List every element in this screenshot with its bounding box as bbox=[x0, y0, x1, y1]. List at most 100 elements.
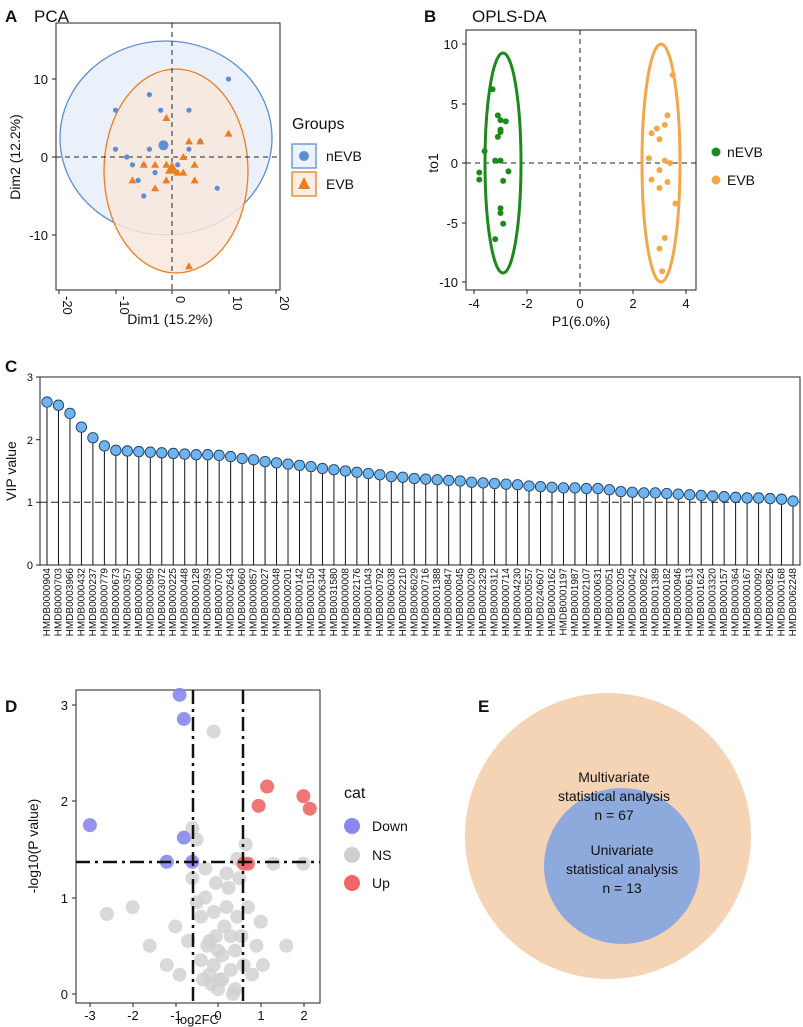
vip-point bbox=[672, 488, 684, 500]
volcano-point-ns bbox=[230, 909, 245, 924]
vip-xtick-label: HMDB0000167 bbox=[742, 568, 753, 637]
volcano-point-down bbox=[172, 687, 187, 702]
venn-inner-label-line2: statistical analysis bbox=[566, 861, 678, 877]
vip-point bbox=[764, 492, 776, 505]
vip-ytick: 0 bbox=[27, 560, 33, 572]
volcano-ytick: 3 bbox=[61, 698, 68, 713]
pca-legend-label-evb: EVB bbox=[326, 176, 354, 192]
oplsda-title: OPLS-DA bbox=[472, 7, 547, 26]
vip-point bbox=[374, 469, 386, 481]
vip-xtick-label: HMDB0000150 bbox=[306, 568, 317, 637]
vip-point bbox=[167, 447, 179, 460]
oplsda-point-evb bbox=[656, 136, 663, 143]
oplsda-point-nevb bbox=[494, 133, 501, 140]
vip-point bbox=[64, 407, 76, 419]
vip-point bbox=[236, 452, 248, 465]
oplsda-point-evb bbox=[656, 245, 663, 252]
vip-point bbox=[454, 475, 466, 487]
vip-point bbox=[729, 491, 742, 503]
pca-point-nevb bbox=[112, 146, 119, 152]
volcano-legend-marker-down bbox=[344, 818, 360, 834]
vip-xtick-label: HMDB0000092 bbox=[754, 568, 765, 637]
pca-point-nevb bbox=[146, 92, 152, 98]
oplsda-point-nevb bbox=[492, 236, 499, 243]
panel-label-e: E bbox=[478, 697, 489, 716]
vip-ytick: 2 bbox=[27, 435, 33, 447]
volcano-point-ns bbox=[206, 958, 221, 973]
vip-point bbox=[144, 446, 156, 458]
volcano-xlabel: log2FC bbox=[177, 1012, 219, 1027]
vip-xtick-label: HMDB0000847 bbox=[444, 568, 455, 637]
vip-ytick: 1 bbox=[27, 497, 33, 509]
pca-legend-title: Groups bbox=[292, 116, 344, 133]
vip-point bbox=[270, 457, 283, 469]
vip-xtick-label: HMDB0000048 bbox=[272, 568, 283, 637]
vip-xtick-label: HMDB0000779 bbox=[99, 568, 110, 637]
pca-point-nevb bbox=[112, 107, 119, 113]
oplsda-point-evb bbox=[661, 121, 668, 128]
pca-point-evb bbox=[139, 160, 148, 168]
oplsda-point-nevb bbox=[497, 209, 504, 216]
vip-xtick-label: HMDB0000142 bbox=[294, 568, 305, 637]
panel-b-oplsda: B OPLS-DA 10 5 0 -5 -10 -4 -2 0 2 4 P1(6… bbox=[424, 7, 763, 329]
vip-point bbox=[397, 471, 409, 483]
vip-ylabel: VIP value bbox=[3, 441, 19, 501]
vip-xtick-label: HMDB0000792 bbox=[375, 568, 386, 637]
vip-point bbox=[431, 474, 443, 486]
vip-xtick-label: HMDB0000857 bbox=[249, 568, 260, 637]
volcano-point-ns bbox=[211, 943, 225, 958]
volcano-point-ns bbox=[206, 904, 221, 919]
vip-xtick-label: HMDB0000613 bbox=[685, 568, 696, 637]
vip-point bbox=[557, 482, 570, 494]
vip-point bbox=[316, 462, 329, 475]
oplsda-ytick: -10 bbox=[439, 275, 458, 290]
vip-xtick-label: HMDB0002176 bbox=[352, 568, 363, 637]
oplsda-point-nevb bbox=[497, 129, 504, 136]
volcano-point-ns bbox=[193, 909, 208, 924]
volcano-legend-label-ns: NS bbox=[372, 847, 391, 863]
vip-xtick-label: HMDB0000042 bbox=[627, 568, 638, 637]
volcano-legend-marker-ns bbox=[344, 847, 360, 863]
vip-point bbox=[98, 440, 111, 452]
vip-point bbox=[477, 477, 489, 489]
volcano-point-ns bbox=[172, 967, 187, 982]
vip-xtick-label: HMDB0000946 bbox=[673, 568, 684, 637]
vip-point bbox=[718, 491, 730, 503]
vip-point bbox=[259, 455, 271, 468]
oplsda-point-nevb bbox=[481, 148, 488, 155]
oplsda-xtick: 0 bbox=[576, 296, 583, 311]
vip-xtick-label: HMDB0000225 bbox=[168, 568, 179, 637]
volcano-point-up bbox=[251, 798, 266, 813]
vip-xtick-label: HMDB0001624 bbox=[696, 568, 707, 637]
oplsda-point-nevb bbox=[497, 117, 504, 124]
vip-point bbox=[41, 396, 53, 408]
oplsda-point-evb bbox=[664, 179, 671, 186]
vip-marks bbox=[41, 396, 799, 565]
pca-legend-label-nevb: nEVB bbox=[326, 148, 362, 164]
vip-point bbox=[443, 474, 455, 487]
pca-point-evb bbox=[162, 176, 171, 184]
oplsda-point-nevb bbox=[500, 177, 507, 184]
vip-point bbox=[787, 495, 799, 507]
vip-point bbox=[351, 466, 363, 478]
pca-points bbox=[112, 76, 233, 270]
vip-xtick-label: HMDB0000182 bbox=[662, 568, 673, 637]
pca-ytick: 0 bbox=[41, 150, 48, 165]
volcano-xtick: -3 bbox=[84, 1008, 96, 1023]
panel-a-pca: A PCA 10 0 -10 -20 -10 0 10 20 Dim1 (15.… bbox=[5, 7, 362, 327]
venn-outer-label-line2: statistical analysis bbox=[558, 788, 670, 804]
vip-xtick-label: HMDB0006344 bbox=[317, 568, 328, 637]
oplsda-xlabel: P1(6.0%) bbox=[552, 313, 610, 329]
vip-point bbox=[500, 478, 512, 490]
vip-xtick-label: HMDB0000312 bbox=[490, 568, 501, 637]
pca-ytick: 10 bbox=[34, 72, 48, 87]
oplsda-legend-label-nevb: nEVB bbox=[727, 144, 763, 160]
pca-point-nevb bbox=[158, 107, 164, 113]
volcano-point-up bbox=[260, 779, 275, 794]
pca-xtick: -20 bbox=[60, 296, 75, 315]
vip-point bbox=[580, 482, 593, 495]
oplsda-point-evb bbox=[661, 157, 668, 164]
volcano-ytick: 2 bbox=[61, 794, 68, 809]
pca-xtick: -10 bbox=[117, 296, 132, 315]
